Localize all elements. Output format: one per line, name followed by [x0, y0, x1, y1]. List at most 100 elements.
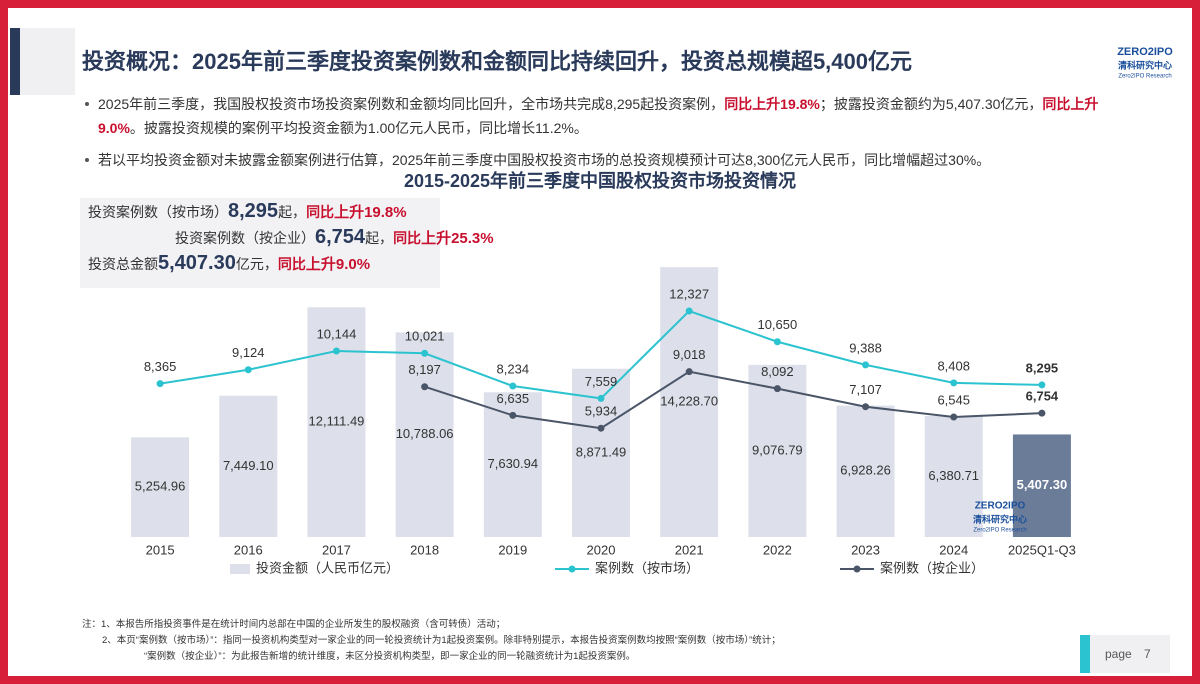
- bar: [219, 395, 278, 537]
- bar: [131, 437, 190, 537]
- line-value-label: 9,388: [849, 340, 882, 355]
- legend-swatch: [568, 565, 576, 573]
- line-point: [1038, 381, 1046, 389]
- text-segment: 5,407.30: [158, 252, 236, 274]
- bar-value-label: 9,076.79: [752, 442, 803, 457]
- line-value-label: 12,327: [669, 286, 709, 301]
- line-value-label: 8,234: [497, 361, 530, 376]
- text-segment: 同比: [277, 256, 306, 272]
- bar-value-label: 7,449.10: [223, 458, 274, 473]
- x-tick-label: 2017: [322, 542, 351, 557]
- x-tick-label: 2025Q1-Q3: [1008, 542, 1076, 557]
- logo-mark: ZERO2IPO: [975, 501, 1026, 512]
- line-value-label: 9,124: [232, 345, 265, 360]
- bar-value-label: 12,111.49: [309, 414, 365, 429]
- text-segment: 6,754: [315, 226, 366, 248]
- line-value-label: 9,018: [673, 347, 706, 362]
- title-block: [10, 28, 75, 95]
- line-value-label: 10,021: [405, 329, 445, 344]
- x-tick-label: 2016: [234, 542, 263, 557]
- text-segment: 8,295: [228, 200, 279, 222]
- bullet: 若以平均投资金额对未披露金额案例进行估算，2025年前三季度中国股权投资市场的总…: [85, 148, 1128, 172]
- text-segment: 投资总金额: [88, 256, 158, 272]
- slide-body: [8, 8, 1192, 676]
- x-tick-label: 2021: [675, 542, 704, 557]
- line-point: [950, 379, 958, 387]
- x-tick-label: 2020: [587, 542, 616, 557]
- bar: [395, 332, 454, 537]
- line-value-label: 7,107: [849, 382, 882, 397]
- text-segment: 同比上升19.8%: [724, 96, 820, 112]
- legend-label: 投资金额（人民币亿元）: [256, 560, 399, 575]
- bar: [1012, 434, 1071, 537]
- logo: ZERO2IPO 清科研究中心 Zero2IPO Research: [1117, 46, 1173, 80]
- bar: [924, 415, 983, 537]
- chart-title: 2015-2025年前三季度中国股权投资市场投资情况: [404, 170, 796, 191]
- bullet: 2025年前三季度，我国股权投资市场投资案例数和金额均同比回升，全市场共完成8,…: [85, 92, 1128, 140]
- logo-sub: Zero2IPO Research: [973, 528, 1026, 534]
- text-segment: 2025年前三季度，我国股权投资市场投资案例数和金额均同比回升，全市场共完成8,…: [98, 96, 725, 112]
- summary-box: 投资案例数（按市场）8,295起，同比上升19.8% 投资案例数（按企业）6,75…: [80, 198, 494, 288]
- line-value-label: 7,559: [585, 374, 618, 389]
- note: 注：1、本报告所指投资事件是在统计时间内总部在中国的企业所发生的股权融资（含可转…: [82, 619, 506, 630]
- line-value-label: 10,144: [317, 326, 357, 341]
- note: “案例数（按企业）”：为此报告新增的统计维度，未区分投资机构类型，即一家企业的同…: [144, 651, 636, 662]
- text-segment: 亿元，: [235, 256, 278, 272]
- text-segment: 投资案例数（按企业）: [175, 230, 315, 246]
- series-line: [424, 370, 1042, 430]
- line-point: [862, 403, 870, 411]
- line-point: [156, 380, 164, 388]
- summary-line: 投资总金额5,407.30亿元，同比上升9.0%: [80, 250, 440, 276]
- text-segment: 同比: [393, 230, 422, 246]
- text-segment: 上升25.3%: [421, 230, 494, 247]
- bullet-dot: [85, 158, 89, 162]
- line-point: [509, 411, 517, 419]
- line-point: [597, 424, 605, 432]
- line-point: [685, 368, 693, 376]
- x-tick-label: 2022: [763, 542, 792, 557]
- bar-value-label: 6,380.71: [928, 468, 979, 483]
- line-value-label: 10,650: [757, 317, 797, 332]
- bar-value-label: 10,788.06: [396, 426, 454, 441]
- line-point: [773, 338, 781, 346]
- line-value-label: 6,635: [497, 391, 530, 406]
- line-point: [685, 307, 693, 315]
- text-segment: 同比: [306, 204, 335, 220]
- logo-name: 清科研究中心: [973, 513, 1027, 524]
- line-value-label: 6,545: [937, 392, 970, 407]
- line-point: [862, 361, 870, 369]
- bar: [307, 307, 366, 537]
- line-point: [950, 413, 958, 421]
- bar-value-label: 6,928.26: [840, 463, 891, 478]
- line-point: [773, 385, 781, 393]
- x-tick-label: 2018: [410, 542, 439, 557]
- text-segment: 起，: [365, 230, 394, 246]
- text-segment: 起，: [278, 204, 307, 220]
- text-segment: 同比上升9.0%: [98, 96, 1099, 136]
- line-value-label: 8,295: [1026, 360, 1059, 375]
- bullets: 2025年前三季度，我国股权投资市场投资案例数和金额均同比回升，全市场共完成8,…: [85, 92, 1128, 180]
- bar-value-label: 8,871.49: [576, 444, 627, 459]
- bar-value-label: 14,228.70: [660, 394, 718, 409]
- notes: 注：1、本报告所指投资事件是在统计时间内总部在中国的企业所发生的股权融资（含可转…: [82, 617, 781, 665]
- line-value-label: 8,092: [761, 364, 794, 379]
- line-point: [509, 382, 517, 390]
- bar: [836, 405, 895, 537]
- bar-value-label: 5,407.30: [1017, 477, 1068, 492]
- legend-label: 案例数（按市场）: [595, 560, 699, 575]
- line-value-label: 8,408: [937, 358, 970, 373]
- text-segment: ；披露投资金额约为5,407.30亿元，: [819, 96, 1043, 112]
- text-segment: 。披露投资规模的案例平均投资金额为1.00亿元人民币，同比增长11.2%。: [129, 120, 588, 136]
- slide-title: 投资概况：2025年前三季度投资案例数和金额同比持续回升，投资总规模超5,400…: [82, 49, 912, 74]
- line-point: [421, 383, 429, 391]
- bar-value-label: 7,630.94: [488, 456, 539, 471]
- title-accent: [10, 28, 20, 95]
- line-value-label: 8,365: [144, 359, 177, 374]
- plot: 2015 2016 2017 2018 2019 2020 2021 2022 2023 2024…: [131, 267, 1076, 575]
- logo-mark: ZERO2IPO: [1117, 46, 1173, 58]
- x-tick-label: 2019: [498, 542, 527, 557]
- text-segment: 上升19.8%: [334, 204, 407, 221]
- logo-sub: Zero2IPO Research: [1118, 74, 1171, 80]
